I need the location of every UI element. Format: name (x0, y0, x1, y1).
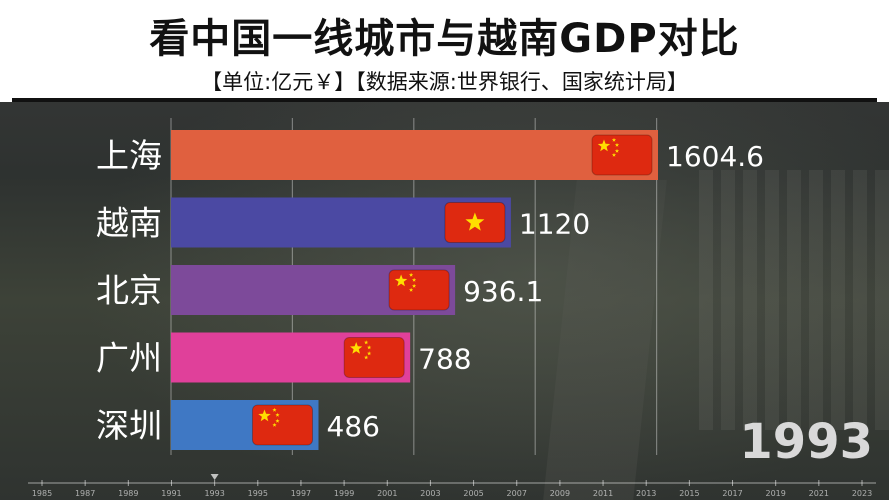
chart-subtitle: 【单位:亿元￥】【数据来源:世界银行、国家统计局】 (201, 70, 688, 94)
timeline-tick-label: 1993 (204, 489, 224, 498)
chart-title: 看中国一线城市与越南GDP对比 (149, 16, 740, 62)
header-rule (12, 98, 877, 102)
value-label: 788 (418, 343, 471, 376)
china-flag-icon (591, 134, 653, 176)
timeline-tick-label: 2001 (377, 489, 397, 498)
timeline-tick-label: 2015 (679, 489, 699, 498)
timeline-tick-label: 1989 (118, 489, 138, 498)
bar-1 (171, 130, 658, 180)
timeline-tick-label: 2019 (766, 489, 786, 498)
timeline-tick-label: 2011 (593, 489, 613, 498)
value-label: 486 (327, 410, 380, 443)
category-label: 上海 (96, 136, 162, 175)
timeline-tick-label: 2013 (636, 489, 656, 498)
category-label: 广州 (96, 339, 162, 378)
china-flag-icon (252, 404, 314, 446)
timeline-tick-label: 2007 (507, 489, 527, 498)
current-year-label: 1993 (739, 414, 873, 470)
timeline-tick-label: 1999 (334, 489, 354, 498)
background-buildings (699, 170, 889, 430)
china-flag-icon (343, 337, 405, 378)
timeline-tick-label: 1995 (248, 489, 268, 498)
china-flag-icon (388, 269, 450, 311)
timeline-tick-label: 2021 (809, 489, 829, 498)
timeline-tick-label: 1997 (291, 489, 311, 498)
vietnam-flag-icon (444, 202, 506, 243)
timeline-tick-label: 2009 (550, 489, 570, 498)
timeline-marker (210, 474, 219, 480)
timeline-tick-label: 2005 (463, 489, 483, 498)
value-label: 936.1 (463, 275, 543, 308)
header-panel: 看中国一线城市与越南GDP对比 【单位:亿元￥】【数据来源:世界银行、国家统计局… (0, 0, 889, 102)
timeline-tick-label: 2003 (420, 489, 440, 498)
value-label: 1604.6 (666, 140, 764, 173)
category-label: 越南 (96, 204, 162, 243)
category-label: 北京 (96, 271, 162, 310)
value-label: 1120 (519, 208, 590, 241)
category-label: 深圳 (96, 406, 162, 445)
timeline-tick-label: 2017 (722, 489, 742, 498)
timeline-tick-label: 1985 (32, 489, 52, 498)
timeline-tick-label: 1991 (161, 489, 181, 498)
timeline-tick-label: 1987 (75, 489, 95, 498)
timeline-tick-label: 2023 (852, 489, 872, 498)
